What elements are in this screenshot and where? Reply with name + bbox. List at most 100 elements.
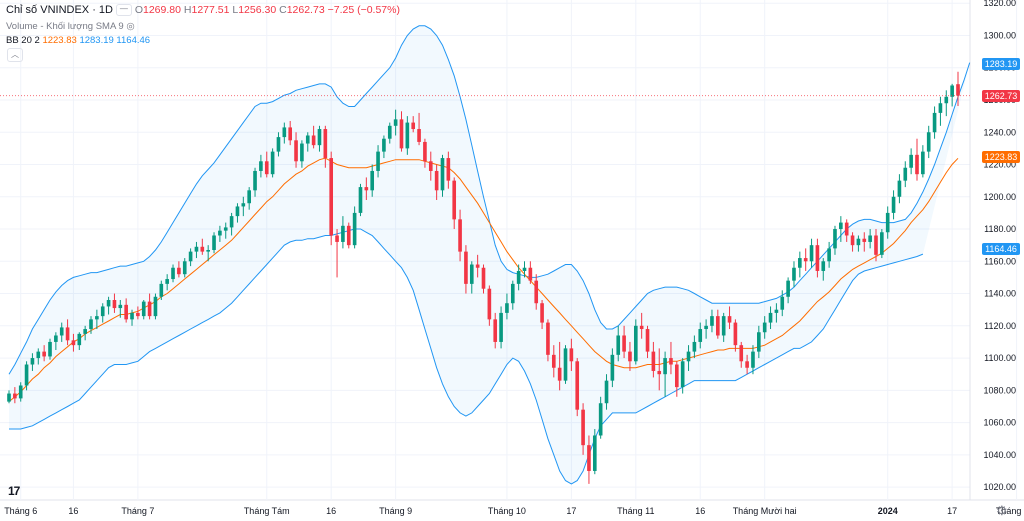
candle	[499, 306, 503, 349]
candle	[563, 345, 568, 384]
candle	[335, 229, 339, 278]
candle	[417, 112, 421, 146]
candle	[376, 145, 380, 178]
candle-body	[862, 238, 867, 242]
candle-body	[83, 329, 87, 334]
y-tick-label: 1040.00	[983, 450, 1016, 460]
candle-body	[171, 267, 175, 280]
candle-body	[633, 325, 638, 362]
candle-body	[376, 151, 380, 171]
candle-body	[944, 96, 949, 104]
bb-fill	[9, 25, 970, 484]
candle-body	[850, 235, 855, 246]
candle-body	[487, 288, 492, 320]
candle-body	[833, 229, 837, 249]
candle-body	[762, 322, 767, 333]
candle	[218, 225, 222, 242]
candle	[868, 229, 872, 249]
candle-body	[645, 329, 650, 352]
candle	[194, 241, 199, 259]
candle	[727, 306, 732, 330]
candle-body	[692, 341, 697, 352]
candle	[475, 254, 480, 278]
candle-body	[932, 112, 937, 133]
candle	[59, 322, 64, 342]
candle-body	[136, 312, 140, 317]
candle-body	[839, 222, 843, 230]
candle	[546, 319, 550, 362]
volume-legend[interactable]: Volume - Khối lượng SMA 9 ◎	[6, 21, 135, 32]
candle-body	[188, 251, 193, 262]
eye-off-icon[interactable]: ◎	[126, 21, 135, 32]
candle-body	[563, 348, 568, 381]
candle	[200, 238, 205, 255]
candle-body	[124, 304, 128, 320]
change-value: −7.25 (−0.57%)	[327, 4, 400, 16]
candle	[716, 309, 720, 339]
candle-body	[387, 125, 392, 139]
candle	[276, 132, 281, 157]
candle-body	[604, 380, 609, 404]
candle	[42, 345, 46, 362]
candle	[329, 151, 334, 246]
x-tick-label: Tháng 9	[379, 506, 412, 516]
candle	[692, 335, 697, 359]
candle	[112, 293, 117, 313]
candle	[428, 151, 433, 181]
candle-body	[13, 393, 17, 399]
candle	[382, 135, 386, 159]
candle	[136, 306, 140, 320]
candle	[850, 232, 855, 252]
candle	[856, 235, 861, 252]
candle	[130, 309, 134, 326]
candle-body	[610, 354, 615, 381]
x-tick-label: 17	[947, 506, 957, 516]
candle-body	[71, 340, 76, 346]
candle	[891, 190, 896, 220]
candle-body	[270, 151, 275, 175]
last-price-tag: 1262.73	[982, 90, 1020, 102]
symbol-legend[interactable]: Chỉ số VNINDEX · 1D — O1269.80 H1277.51 …	[6, 4, 400, 17]
candle-body	[106, 300, 111, 307]
candle-body	[141, 301, 146, 317]
candle	[827, 241, 831, 268]
candle-body	[921, 151, 925, 175]
candle	[411, 116, 416, 133]
candle-body	[856, 238, 861, 246]
candle	[751, 345, 755, 375]
settings-icon[interactable]: ⚙	[996, 503, 1008, 518]
candle	[423, 138, 427, 168]
collapse-icon[interactable]: ︿	[7, 48, 23, 62]
candle	[24, 361, 29, 391]
candle	[909, 148, 913, 175]
candle-body	[452, 180, 457, 220]
candle-body	[628, 351, 632, 362]
bollinger-bands	[8, 25, 971, 485]
candle	[7, 390, 11, 404]
candle	[305, 132, 310, 152]
candle	[757, 325, 761, 359]
candle	[903, 161, 908, 188]
x-axis[interactable]: Tháng 6 16 Tháng 7 Tháng Tám 16 Tháng 9 Tháng …	[4, 506, 1024, 516]
symbol-title[interactable]: Chỉ số VNINDEX · 1D	[6, 4, 113, 16]
candle	[926, 125, 931, 159]
candle-body	[751, 351, 755, 368]
y-tick-label: 1220.00	[983, 160, 1016, 170]
candle-body	[212, 235, 216, 250]
y-tick-label: 1080.00	[983, 385, 1016, 395]
candle	[36, 348, 41, 365]
bb-upper-line	[8, 25, 971, 375]
candle	[153, 293, 158, 320]
tradingview-logo-icon[interactable]: 17	[8, 484, 20, 498]
candle-body	[405, 122, 410, 149]
candle	[669, 341, 673, 375]
candle-body	[259, 161, 263, 171]
candle	[65, 319, 70, 346]
candle	[581, 403, 585, 455]
candle-body	[745, 361, 749, 368]
bb-legend[interactable]: BB 20 2 1223.83 1283.19 1164.46	[6, 35, 150, 46]
candle	[264, 151, 269, 178]
candle-body	[241, 203, 246, 207]
candle	[798, 251, 802, 278]
